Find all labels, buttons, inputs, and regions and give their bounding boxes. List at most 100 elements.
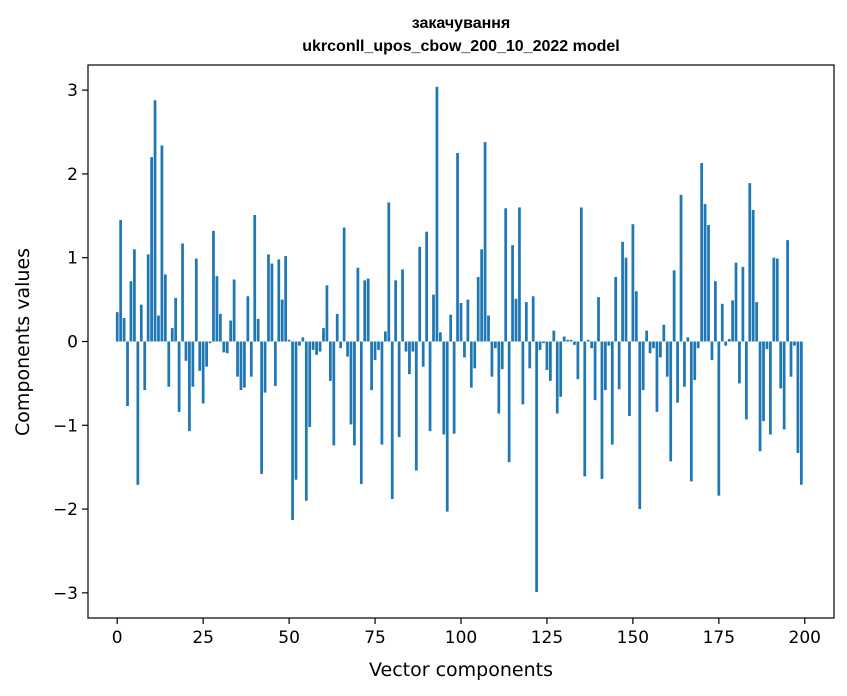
bar-185: [751, 209, 755, 342]
bar-123: [538, 341, 542, 350]
bar-7: [139, 304, 143, 342]
bar-65: [339, 341, 343, 349]
bar-139: [593, 341, 597, 401]
bar-111: [497, 341, 501, 414]
bar-22: [191, 341, 195, 387]
bar-168: [693, 341, 697, 381]
bar-88: [418, 246, 422, 342]
bar-67: [346, 341, 349, 357]
bar-100: [459, 302, 463, 342]
bar-54: [301, 337, 305, 342]
bar-167: [689, 341, 693, 482]
bar-130: [562, 336, 566, 342]
bar-39: [249, 341, 253, 377]
x-tick-label: 100: [445, 628, 477, 648]
bar-180: [734, 262, 738, 342]
bar-73: [366, 278, 370, 342]
bar-158: [659, 341, 662, 358]
bar-36: [239, 341, 243, 391]
chart-title: закачування: [412, 15, 511, 32]
bar-156: [652, 341, 655, 349]
bar-37: [243, 341, 246, 388]
bar-144: [610, 341, 614, 445]
bar-92: [432, 294, 435, 342]
bar-77: [380, 341, 384, 445]
bar-80: [390, 341, 394, 500]
bar-56: [308, 341, 312, 427]
bar-16: [170, 328, 174, 342]
bar-104: [473, 341, 477, 369]
bar-38: [246, 296, 250, 342]
bar-161: [669, 341, 673, 462]
bar-162: [672, 270, 676, 342]
bar-138: [590, 341, 594, 349]
bar-44: [267, 254, 270, 342]
bars-group: [115, 86, 803, 593]
bar-15: [167, 341, 171, 387]
bar-122: [535, 341, 539, 593]
bar-52: [294, 341, 298, 480]
bar-140: [597, 297, 600, 342]
bar-4: [129, 281, 133, 342]
bar-26: [205, 341, 208, 367]
bar-12: [157, 315, 160, 342]
bar-182: [741, 266, 745, 342]
bar-35: [236, 341, 239, 377]
bar-166: [686, 337, 690, 342]
bar-177: [724, 341, 728, 346]
bar-21: [188, 341, 191, 432]
bar-116: [514, 298, 518, 342]
bar-131: [566, 339, 569, 342]
bar-34: [232, 279, 236, 342]
bar-135: [579, 207, 583, 342]
bar-134: [576, 341, 580, 380]
bar-86: [411, 341, 415, 352]
bar-199: [799, 341, 803, 485]
x-axis-ticks: 0 25 50 75 100 125 150 175 200: [112, 618, 821, 648]
bar-179: [731, 300, 734, 342]
bar-46: [273, 341, 277, 386]
bar-198: [796, 341, 800, 453]
bar-24: [198, 341, 202, 371]
bar-47: [277, 259, 281, 342]
y-tick-label: −1: [53, 416, 78, 436]
x-tick-label: 200: [789, 628, 821, 648]
bar-145: [614, 276, 618, 342]
bar-196: [789, 341, 793, 377]
bar-33: [229, 320, 233, 342]
bar-71: [359, 341, 363, 484]
bar-102: [466, 299, 470, 342]
bar-121: [531, 296, 535, 342]
bar-143: [607, 341, 611, 346]
bar-49: [284, 256, 288, 342]
bar-91: [428, 341, 432, 432]
bar-10: [150, 157, 153, 342]
bar-79: [387, 202, 391, 342]
bar-27: [208, 341, 212, 344]
bar-150: [631, 224, 635, 342]
bar-41: [256, 318, 260, 342]
y-tick-label: −2: [53, 500, 78, 520]
bar-157: [655, 341, 659, 412]
bar-103: [469, 341, 473, 388]
chart-subtitle: ukrconll_upos_cbow_200_10_2022 model: [302, 38, 619, 55]
bar-14: [163, 274, 167, 342]
bar-89: [421, 341, 425, 367]
bar-72: [363, 280, 367, 342]
x-tick-label: 150: [617, 628, 649, 648]
bar-30: [218, 313, 222, 342]
bar-93: [435, 86, 439, 342]
bar-11: [153, 100, 157, 342]
bar-61: [325, 285, 329, 342]
bar-95: [442, 341, 446, 435]
bar-20: [184, 341, 188, 361]
bar-81: [394, 280, 398, 342]
bar-183: [744, 341, 748, 420]
bar-29: [215, 276, 219, 342]
bar-184: [748, 183, 752, 342]
bar-63: [332, 341, 336, 446]
bar-192: [775, 258, 779, 342]
bar-6: [136, 341, 140, 485]
bar-32: [225, 341, 229, 354]
bar-64: [335, 313, 339, 342]
